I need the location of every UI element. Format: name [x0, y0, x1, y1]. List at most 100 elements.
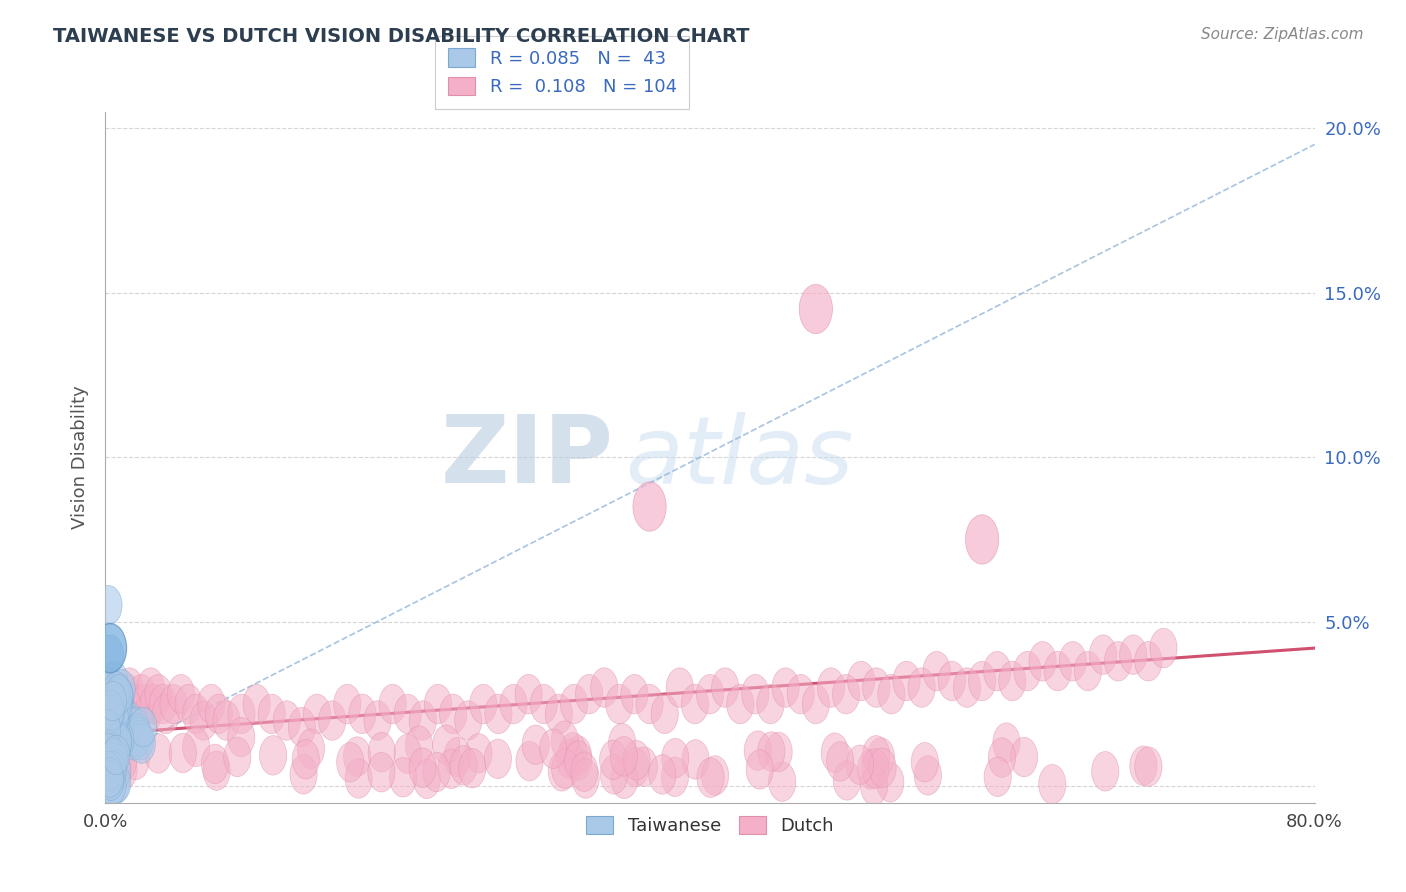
Ellipse shape: [548, 752, 575, 791]
Ellipse shape: [1011, 738, 1038, 777]
Legend: Taiwanese, Dutch: Taiwanese, Dutch: [579, 808, 841, 842]
Ellipse shape: [94, 747, 122, 786]
Ellipse shape: [522, 725, 550, 764]
Ellipse shape: [546, 694, 572, 733]
Ellipse shape: [105, 707, 132, 747]
Ellipse shape: [108, 694, 135, 733]
Ellipse shape: [821, 733, 848, 772]
Ellipse shape: [817, 668, 845, 707]
Ellipse shape: [105, 701, 132, 740]
Ellipse shape: [103, 672, 129, 711]
Ellipse shape: [145, 674, 172, 714]
Text: ZIP: ZIP: [440, 411, 613, 503]
Ellipse shape: [111, 707, 139, 747]
Text: TAIWANESE VS DUTCH VISION DISABILITY CORRELATION CHART: TAIWANESE VS DUTCH VISION DISABILITY COR…: [53, 27, 749, 45]
Ellipse shape: [98, 701, 125, 740]
Y-axis label: Vision Disability: Vision Disability: [70, 385, 89, 529]
Ellipse shape: [551, 721, 578, 760]
Ellipse shape: [621, 747, 650, 787]
Ellipse shape: [110, 714, 138, 754]
Ellipse shape: [297, 729, 325, 768]
Ellipse shape: [966, 515, 998, 564]
Ellipse shape: [105, 677, 134, 716]
Ellipse shape: [336, 742, 364, 782]
Ellipse shape: [128, 674, 155, 714]
Ellipse shape: [127, 721, 153, 760]
Ellipse shape: [104, 720, 131, 759]
Ellipse shape: [682, 684, 709, 723]
Ellipse shape: [893, 661, 920, 701]
Ellipse shape: [98, 717, 125, 756]
Ellipse shape: [98, 765, 127, 805]
Ellipse shape: [1039, 764, 1066, 804]
Ellipse shape: [344, 759, 373, 798]
Ellipse shape: [600, 755, 627, 794]
Ellipse shape: [621, 674, 648, 714]
Ellipse shape: [94, 585, 122, 625]
Ellipse shape: [98, 747, 125, 787]
Ellipse shape: [697, 758, 724, 797]
Ellipse shape: [530, 684, 557, 723]
Ellipse shape: [103, 692, 131, 731]
Ellipse shape: [100, 733, 127, 773]
Ellipse shape: [111, 717, 139, 756]
Ellipse shape: [405, 726, 433, 765]
Ellipse shape: [433, 725, 460, 764]
Ellipse shape: [682, 739, 709, 780]
Ellipse shape: [661, 757, 689, 797]
Ellipse shape: [409, 748, 436, 788]
Ellipse shape: [97, 694, 124, 733]
Ellipse shape: [104, 701, 131, 740]
Ellipse shape: [201, 744, 229, 784]
Ellipse shape: [425, 684, 451, 723]
Ellipse shape: [551, 749, 579, 789]
Ellipse shape: [984, 757, 1011, 797]
Ellipse shape: [606, 684, 633, 723]
Ellipse shape: [122, 684, 149, 723]
Ellipse shape: [1105, 641, 1132, 681]
Ellipse shape: [389, 757, 416, 797]
Ellipse shape: [94, 694, 122, 733]
Ellipse shape: [100, 681, 127, 721]
Ellipse shape: [769, 762, 796, 801]
Ellipse shape: [228, 717, 254, 757]
Ellipse shape: [454, 701, 482, 740]
Ellipse shape: [100, 707, 127, 747]
Ellipse shape: [160, 684, 187, 723]
Ellipse shape: [803, 684, 830, 723]
Ellipse shape: [1090, 635, 1116, 674]
Ellipse shape: [1059, 641, 1087, 681]
Ellipse shape: [260, 736, 287, 775]
Ellipse shape: [862, 748, 889, 789]
Ellipse shape: [103, 694, 129, 733]
Ellipse shape: [129, 707, 157, 747]
Ellipse shape: [118, 684, 145, 723]
Ellipse shape: [121, 701, 148, 740]
Ellipse shape: [97, 724, 125, 764]
Ellipse shape: [696, 674, 724, 714]
Ellipse shape: [107, 701, 134, 740]
Ellipse shape: [101, 674, 128, 714]
Ellipse shape: [747, 749, 773, 789]
Ellipse shape: [105, 686, 132, 725]
Ellipse shape: [110, 701, 138, 740]
Ellipse shape: [610, 759, 638, 798]
Ellipse shape: [100, 714, 127, 755]
Ellipse shape: [108, 707, 135, 747]
Ellipse shape: [101, 701, 128, 740]
Ellipse shape: [969, 661, 995, 701]
Ellipse shape: [104, 714, 131, 754]
Ellipse shape: [557, 739, 583, 779]
Ellipse shape: [565, 740, 592, 780]
Ellipse shape: [118, 714, 145, 754]
Ellipse shape: [953, 668, 980, 707]
Ellipse shape: [141, 684, 167, 723]
Ellipse shape: [450, 746, 478, 785]
Ellipse shape: [1045, 651, 1071, 691]
Ellipse shape: [104, 723, 131, 763]
Ellipse shape: [124, 714, 150, 754]
Ellipse shape: [110, 741, 136, 780]
Ellipse shape: [101, 722, 128, 761]
Ellipse shape: [516, 741, 543, 780]
Ellipse shape: [599, 740, 627, 780]
